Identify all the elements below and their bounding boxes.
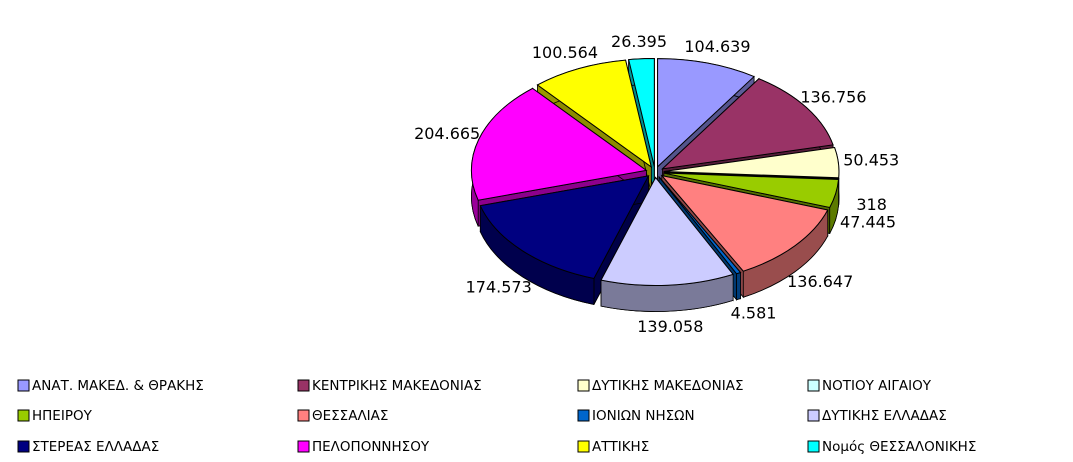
legend-label: ΠΕΛΟΠΟΝΝΗΣΟΥ: [312, 439, 430, 455]
slice: [600, 176, 734, 287]
slice: [657, 58, 755, 168]
legend-label: ΔΥΤΙΚΗΣ ΕΛΛΑΔΑΣ: [822, 408, 947, 424]
legend-swatch: [807, 440, 820, 453]
legend-swatch: [17, 379, 30, 392]
legend-swatch: [577, 379, 590, 392]
legend-label: ΣΤΕΡΕΑΣ ΕΛΛΑΔΑΣ: [32, 439, 159, 455]
data-label: 50.453: [843, 151, 899, 170]
slice: [600, 176, 734, 312]
slice: [663, 172, 840, 209]
legend-label: ΝΟΤΙΟΥ ΑΙΓΑΙΟΥ: [822, 378, 932, 394]
slice: [470, 87, 648, 201]
data-label: 4.581: [731, 303, 777, 322]
data-label: 136.647: [787, 272, 853, 291]
legend-swatch: [297, 379, 310, 392]
data-label: 26.395: [611, 32, 667, 51]
legend-label: ΑΝΑΤ. ΜΑΚΕΔ. & ΘΡΑΚΗΣ: [32, 378, 204, 394]
slice: [660, 78, 834, 170]
data-label: 204.665: [414, 124, 480, 143]
slice: [663, 147, 840, 179]
legend-label: ΑΤΤΙΚΗΣ: [592, 439, 649, 455]
legend-label: ΗΠΕΙΡΟΥ: [32, 408, 93, 424]
legend-label: ΚΕΝΤΡΙΚΗΣ ΜΑΚΕΔΟΝΙΑΣ: [312, 378, 482, 394]
legend-swatch: [17, 409, 30, 422]
legend-label: ΘΕΣΣΑΛΙΑΣ: [312, 408, 388, 424]
slice: [658, 176, 742, 275]
data-label: 136.756: [800, 88, 866, 107]
legend-swatch: [577, 440, 590, 453]
legend-swatch: [807, 379, 820, 392]
slice: [628, 57, 655, 167]
slice: [663, 171, 840, 180]
legend-swatch: [577, 409, 590, 422]
legend-label: ΙΟΝΙΩΝ ΝΗΣΩΝ: [592, 408, 695, 424]
legend-swatch: [17, 440, 30, 453]
slice: [536, 59, 653, 169]
data-label: 318: [856, 195, 887, 214]
data-label: 139.058: [637, 317, 703, 336]
legend-label: ΔΥΤΙΚΗΣ ΜΑΚΕΔΟΝΙΑΣ: [592, 378, 744, 394]
legend-swatch: [297, 409, 310, 422]
legend-label: Νομός ΘΕΣΣΑΛΟΝΙΚΗΣ: [822, 439, 976, 455]
data-label: 47.445: [840, 212, 896, 231]
data-label: 174.573: [466, 278, 532, 297]
legend-swatch: [297, 440, 310, 453]
slice: [479, 175, 650, 280]
slice-side: [736, 271, 741, 301]
data-label: 104.639: [684, 37, 750, 56]
data-label: 100.564: [532, 43, 598, 62]
slice: [660, 174, 829, 272]
legend-swatch: [807, 409, 820, 422]
